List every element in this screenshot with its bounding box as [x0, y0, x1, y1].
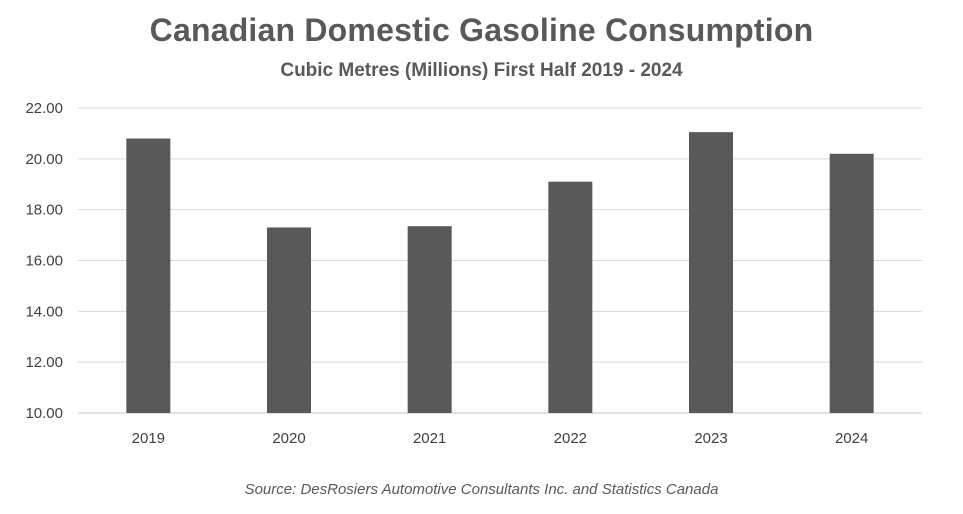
x-tick-label: 2023	[694, 430, 727, 447]
chart-subtitle: Cubic Metres (Millions) First Half 2019 …	[280, 60, 683, 81]
chart-title: Canadian Domestic Gasoline Consumption	[149, 12, 814, 48]
y-tick-label: 14.00	[25, 303, 63, 320]
y-tick-label: 22.00	[25, 100, 63, 117]
bar-2019	[126, 138, 171, 413]
bar-2020	[267, 227, 311, 413]
x-tick-label: 2022	[554, 430, 587, 447]
y-tick-label: 12.00	[25, 354, 63, 371]
x-tick-label: 2021	[413, 430, 446, 447]
bar-2021	[407, 226, 452, 413]
bar-2022	[548, 181, 593, 413]
source-note: Source: DesRosiers Automotive Consultant…	[244, 481, 719, 498]
bar-2024	[829, 153, 874, 413]
x-tick-label: 2020	[272, 430, 305, 447]
y-tick-label: 18.00	[25, 202, 63, 219]
y-tick-label: 20.00	[25, 151, 63, 168]
gridlines	[78, 107, 922, 414]
y-axis-ticks: 10.00 12.00 14.00 16.00 18.00 20.00 22.00	[25, 100, 63, 422]
x-axis-ticks: 2019 2020 2021 2022 2023 2024	[132, 430, 869, 447]
bars	[126, 132, 874, 414]
x-tick-label: 2024	[835, 430, 868, 447]
x-tick-label: 2019	[132, 430, 165, 447]
y-tick-label: 10.00	[25, 405, 63, 422]
y-tick-label: 16.00	[25, 253, 63, 270]
bar-2023	[689, 132, 733, 414]
